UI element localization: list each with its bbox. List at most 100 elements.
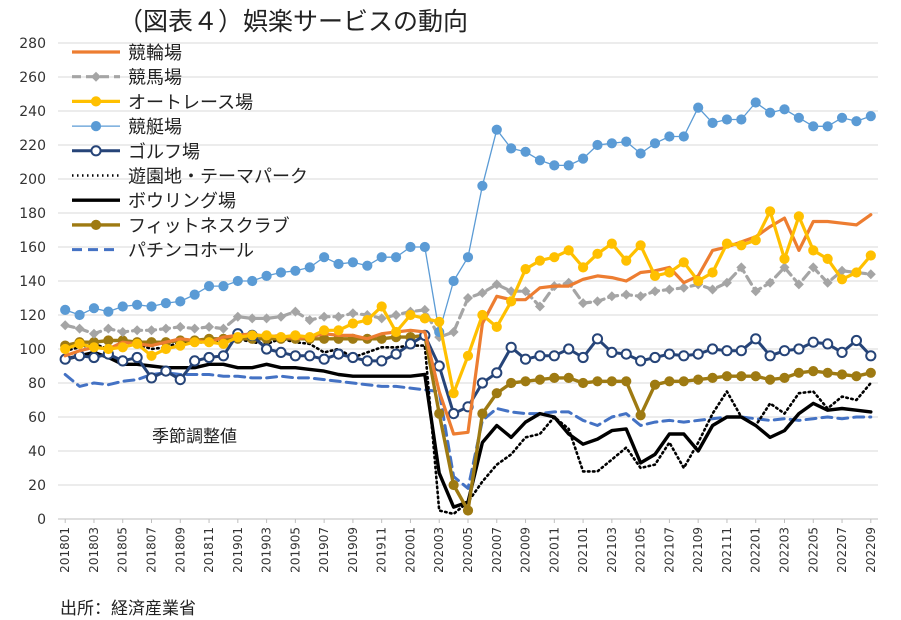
data-point-fitness <box>549 372 560 383</box>
data-point-golf <box>88 351 100 364</box>
data-point-autorace <box>376 301 387 312</box>
data-point-keiba <box>865 269 876 280</box>
data-point-golf <box>850 334 863 347</box>
data-point-keiba <box>678 282 689 293</box>
data-point-kyotei <box>88 303 100 314</box>
chart-title: （図表４）娯楽サービスの動向 <box>118 7 469 36</box>
data-point-kyotei <box>261 270 272 281</box>
data-point-kyotei <box>132 299 143 310</box>
data-point-fitness <box>649 379 661 390</box>
data-point-golf <box>721 345 733 357</box>
data-point-golf <box>649 351 661 364</box>
series-autorace <box>60 206 876 399</box>
y-tick-label: 180 <box>19 206 46 222</box>
data-point-fitness <box>736 371 747 382</box>
data-point-autorace <box>477 309 488 321</box>
data-point-kyotei <box>793 112 804 123</box>
data-point-keiba <box>808 262 819 273</box>
x-tick-label: 201905 <box>288 527 302 573</box>
x-tick-label: 202205 <box>806 527 820 573</box>
data-point-kyotei <box>203 281 215 292</box>
data-point-fitness <box>851 371 862 382</box>
data-point-golf <box>606 346 618 358</box>
data-point-keiba <box>463 293 473 303</box>
data-point-keiba <box>275 311 286 322</box>
x-tick-label: 202009 <box>519 527 533 573</box>
data-point-kyotei <box>678 131 689 142</box>
data-point-kyotei <box>319 252 330 263</box>
data-point-autorace <box>132 338 143 349</box>
data-point-golf <box>289 350 301 362</box>
data-point-keiba <box>635 291 646 302</box>
y-tick-label: 140 <box>19 274 46 290</box>
data-point-fitness <box>765 374 776 385</box>
data-point-golf <box>318 353 330 365</box>
data-point-autorace <box>160 343 171 355</box>
x-tick-label: 202003 <box>432 527 446 573</box>
data-point-autorace <box>390 326 402 338</box>
data-point-keiba <box>319 311 330 322</box>
data-point-autorace <box>635 240 646 251</box>
data-point-autorace <box>218 338 229 349</box>
data-point-fitness <box>577 377 589 389</box>
data-point-kyotei <box>218 281 229 292</box>
data-point-fitness <box>563 372 574 383</box>
x-axis: 201801 201803 201805 201807 201809 201811 2019… <box>58 519 878 573</box>
data-point-kyotei <box>750 97 761 108</box>
data-point-fitness <box>678 376 689 387</box>
data-point-autorace <box>865 250 876 261</box>
data-point-autorace <box>74 338 85 349</box>
data-point-keiba <box>261 313 272 324</box>
x-tick-label: 202207 <box>835 527 849 573</box>
data-point-golf <box>663 348 676 360</box>
x-tick-label: 201801 <box>58 527 72 573</box>
data-point-golf <box>217 350 230 362</box>
data-point-kyotei <box>693 102 704 113</box>
data-point-autorace <box>736 240 747 251</box>
data-point-kyotei <box>405 241 416 253</box>
data-point-kyotei <box>390 252 402 263</box>
data-point-autorace <box>189 337 200 348</box>
data-point-keiba <box>88 328 99 339</box>
data-point-kyotei <box>563 160 574 171</box>
data-point-golf <box>635 355 647 367</box>
data-point-kyotei <box>175 296 186 307</box>
data-point-kyotei <box>146 301 157 312</box>
data-point-kyotei <box>247 275 258 287</box>
data-point-golf <box>448 408 460 420</box>
data-point-golf <box>563 343 575 355</box>
data-point-autorace <box>247 330 258 341</box>
data-point-kyotei <box>836 112 848 123</box>
y-tick-label: 120 <box>19 308 46 324</box>
y-tick-label: 0 <box>37 512 46 528</box>
data-point-autorace <box>319 325 330 336</box>
data-point-golf <box>505 341 517 353</box>
data-point-keiba <box>664 284 675 295</box>
data-point-autorace <box>491 321 502 332</box>
data-point-keiba <box>520 286 531 297</box>
seasonally-adjusted-note: 季節調整値 <box>152 427 237 447</box>
y-tick-label: 100 <box>19 342 46 358</box>
data-point-kyotei <box>635 148 646 159</box>
data-point-autorace <box>721 238 733 249</box>
x-tick-label: 202201 <box>749 527 763 573</box>
data-point-kyotei <box>721 114 733 125</box>
data-point-kyotei <box>808 121 819 132</box>
data-point-keiba <box>750 286 761 297</box>
data-point-golf <box>519 353 532 365</box>
data-point-golf <box>376 355 388 367</box>
data-point-kyotei <box>707 117 718 129</box>
legend-label-yuenchi: 遊園地・テーマパーク <box>128 167 308 188</box>
legend-marker-golf <box>90 145 102 157</box>
data-point-golf <box>361 355 373 367</box>
data-point-fitness <box>621 376 632 387</box>
data-point-keiba <box>822 277 833 288</box>
data-point-keiba <box>477 287 488 298</box>
data-point-autorace <box>793 211 804 222</box>
data-point-autorace <box>117 342 128 353</box>
data-point-autorace <box>175 340 186 351</box>
data-point-fitness <box>808 366 819 377</box>
x-tick-label: 201809 <box>173 527 187 573</box>
x-tick-label: 202203 <box>777 527 791 573</box>
